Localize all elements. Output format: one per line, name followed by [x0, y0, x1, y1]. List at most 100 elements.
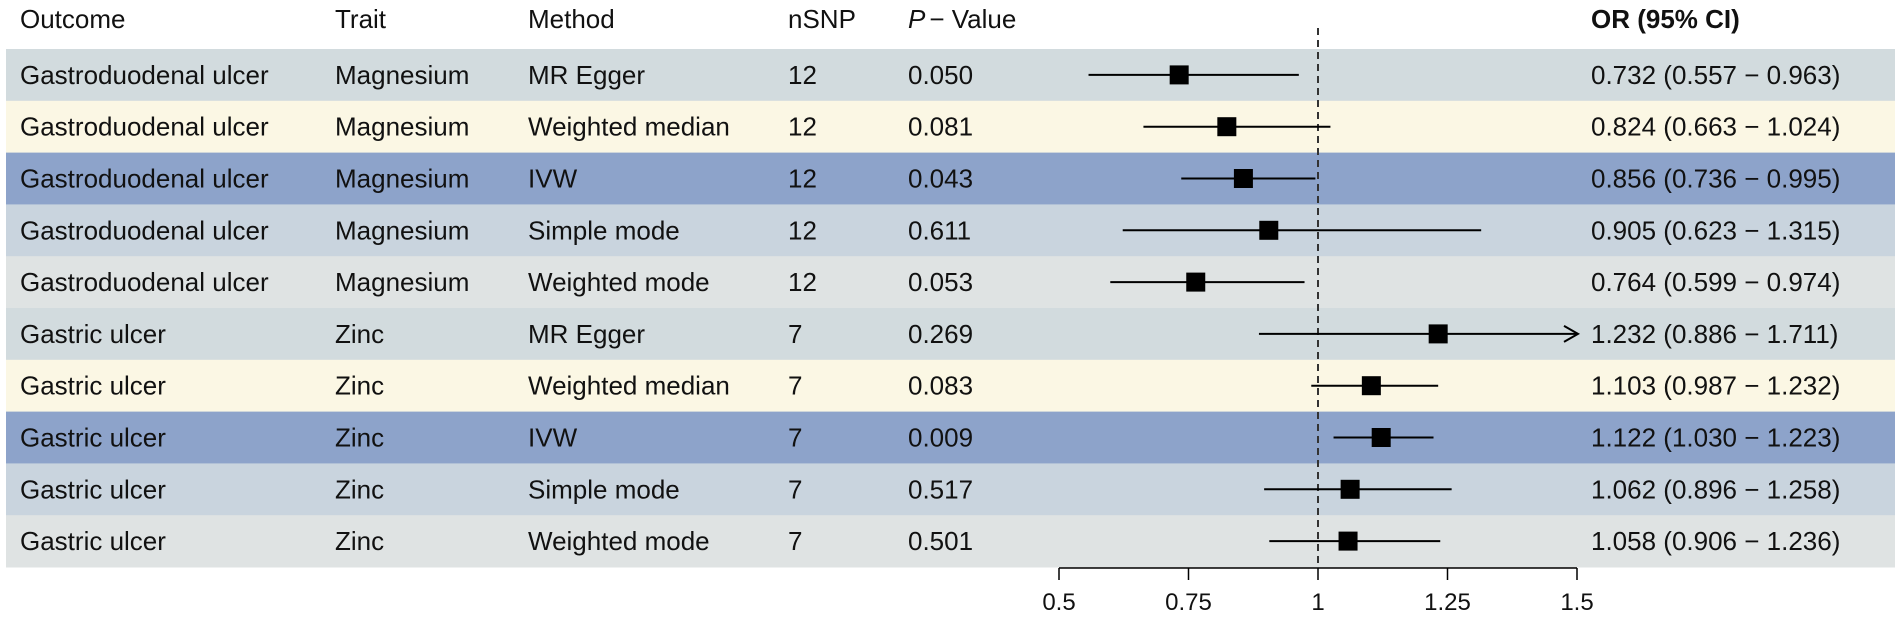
or-marker [1371, 428, 1391, 447]
cell-trait: Magnesium [335, 112, 469, 142]
cell-method: Simple mode [528, 215, 680, 245]
header-trait: Trait [335, 4, 387, 34]
or-marker [1361, 376, 1381, 396]
cell-p: 0.043 [908, 164, 973, 194]
cell-method: IVW [528, 164, 578, 194]
cell-p: 0.269 [908, 319, 973, 349]
x-tick-label: 0.5 [1042, 589, 1075, 616]
cell-nsnp: 12 [788, 112, 817, 142]
cell-method: Weighted median [528, 112, 730, 142]
cell-p: 0.081 [908, 112, 973, 142]
ci-arrow [1563, 325, 1581, 343]
cell-outcome: Gastroduodenal ulcer [20, 164, 269, 194]
cell-outcome: Gastric ulcer [20, 371, 166, 401]
row-band [6, 308, 1895, 361]
cell-or-text: 1.232 (0.886 − 1.711) [1591, 319, 1838, 349]
cell-or-text: 0.764 (0.599 − 0.974) [1591, 267, 1840, 297]
cell-or-text: 0.732 (0.557 − 0.963) [1591, 60, 1840, 90]
cell-or-text: 1.058 (0.906 − 1.236) [1591, 526, 1840, 556]
row-band [6, 100, 1895, 154]
cell-p: 0.050 [908, 60, 973, 90]
cell-nsnp: 12 [788, 164, 817, 194]
row-band [6, 463, 1895, 516]
header-outcome: Outcome [20, 4, 126, 34]
x-tick-label: 1 [1311, 589, 1324, 616]
header-p-value: P − Value [908, 4, 1016, 34]
cell-trait: Magnesium [335, 267, 469, 297]
header-p-italic: P [908, 4, 926, 34]
x-tick-label: 1.25 [1424, 589, 1471, 616]
cell-trait: Zinc [335, 423, 384, 453]
or-marker [1233, 169, 1253, 188]
cell-outcome: Gastroduodenal ulcer [20, 60, 269, 90]
cell-nsnp: 7 [788, 423, 802, 453]
or-marker [1428, 324, 1448, 344]
cell-or-text: 0.856 (0.736 − 0.995) [1591, 164, 1840, 194]
cell-trait: Zinc [335, 371, 384, 401]
or-marker [1217, 117, 1237, 137]
cell-trait: Zinc [335, 526, 384, 556]
forest-marks [1088, 65, 1581, 551]
x-axis: 0.5 0.75 1 1.25 1.5 [1042, 567, 1594, 616]
header-or-ci: OR (95% CI) [1591, 4, 1740, 34]
cell-method: Weighted median [528, 371, 730, 401]
cell-nsnp: 7 [788, 319, 802, 349]
cell-outcome: Gastric ulcer [20, 526, 166, 556]
x-tick-label: 0.75 [1165, 589, 1212, 616]
cell-p: 0.053 [908, 267, 973, 297]
cell-or-text: 1.122 (1.030 − 1.223) [1591, 423, 1840, 453]
cell-outcome: Gastric ulcer [20, 319, 166, 349]
cell-or-text: 0.824 (0.663 − 1.024) [1591, 112, 1840, 142]
row-band [6, 515, 1895, 568]
cell-nsnp: 7 [788, 474, 802, 504]
cell-method: MR Egger [528, 319, 645, 349]
or-marker [1169, 65, 1189, 85]
cell-nsnp: 7 [788, 371, 802, 401]
cell-p: 0.083 [908, 371, 973, 401]
cell-or-text: 0.905 (0.623 − 1.315) [1591, 215, 1840, 245]
cell-nsnp: 12 [788, 215, 817, 245]
table-cells: Gastroduodenal ulcer Magnesium MR Egger 12 0… [20, 60, 1840, 556]
cell-outcome: Gastric ulcer [20, 423, 166, 453]
cell-p: 0.517 [908, 474, 973, 504]
cell-or-text: 1.062 (0.896 − 1.258) [1591, 474, 1840, 504]
cell-outcome: Gastroduodenal ulcer [20, 267, 269, 297]
or-marker [1186, 272, 1206, 292]
header-p-rest: − Value [929, 4, 1016, 34]
row-band [6, 359, 1895, 413]
or-marker [1338, 531, 1358, 551]
row-band [6, 49, 1895, 102]
cell-nsnp: 7 [788, 526, 802, 556]
header-nsnp: nSNP [788, 4, 856, 34]
cell-p: 0.009 [908, 423, 973, 453]
row-bands [6, 49, 1895, 568]
cell-nsnp: 12 [788, 267, 817, 297]
or-marker [1340, 479, 1360, 499]
cell-outcome: Gastroduodenal ulcer [20, 112, 269, 142]
row-band [6, 256, 1895, 309]
row-band [6, 411, 1895, 464]
cell-trait: Magnesium [335, 60, 469, 90]
cell-method: MR Egger [528, 60, 645, 90]
column-headers: Outcome Trait Method nSNP P − Value OR (9… [20, 4, 1740, 34]
cell-nsnp: 12 [788, 60, 817, 90]
cell-p: 0.501 [908, 526, 973, 556]
cell-trait: Zinc [335, 474, 384, 504]
cell-p: 0.611 [908, 215, 971, 245]
cell-outcome: Gastroduodenal ulcer [20, 215, 269, 245]
row-band [6, 152, 1895, 205]
cell-method: Simple mode [528, 474, 680, 504]
cell-or-text: 1.103 (0.987 − 1.232) [1591, 371, 1840, 401]
x-tick-label: 1.5 [1560, 589, 1593, 616]
cell-method: Weighted mode [528, 267, 710, 297]
cell-trait: Magnesium [335, 215, 469, 245]
cell-trait: Magnesium [335, 164, 469, 194]
cell-outcome: Gastric ulcer [20, 474, 166, 504]
cell-trait: Zinc [335, 319, 384, 349]
cell-method: Weighted mode [528, 526, 710, 556]
cell-method: IVW [528, 423, 578, 453]
row-band [6, 204, 1895, 257]
or-marker [1259, 220, 1279, 240]
header-method: Method [528, 4, 615, 34]
